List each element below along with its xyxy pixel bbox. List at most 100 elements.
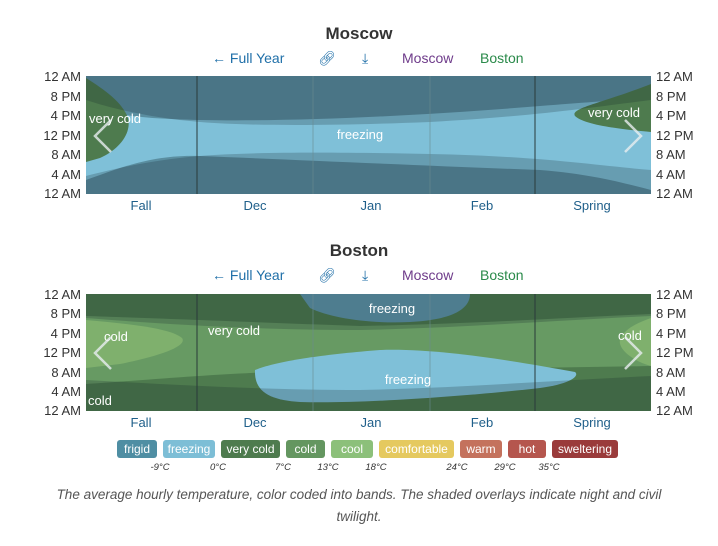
moscow-night-overlay-top	[86, 76, 651, 125]
legend-tick: 13°C	[317, 462, 339, 473]
legend-tick: 7°C	[275, 462, 291, 473]
boston-chart: 12 AM 8 PM 4 PM 12 PM 8 AM 4 AM 12 AM 12…	[43, 288, 694, 430]
moscow-xtick: Feb	[471, 198, 493, 213]
boston-annotation: freezing	[385, 372, 431, 387]
legend-tick: 24°C	[446, 462, 468, 473]
moscow-chart-title: Moscow	[325, 24, 393, 43]
download-icon[interactable]: ⤓	[362, 267, 369, 283]
moscow-ytick-right: 8 PM	[656, 89, 686, 104]
boston-night-overlay-bottom	[86, 376, 651, 411]
chevron-right-icon	[624, 336, 643, 370]
legend-tick: -9°C	[150, 462, 170, 473]
moscow-ytick: 4 AM	[51, 167, 81, 182]
moscow-link[interactable]: Moscow	[402, 50, 454, 66]
boston-ytick-right: 4 PM	[656, 326, 686, 341]
boston-chart-title: Boston	[329, 241, 389, 260]
legend-tick: 35°C	[538, 462, 560, 473]
legend-tick: 29°C	[494, 462, 516, 473]
moscow-y-ticks-left: 12 AM 8 PM 4 PM 12 PM 8 AM 4 AM 12 AM	[43, 70, 81, 201]
boston-annotation: freezing	[369, 301, 415, 316]
boston-annotation: cold	[104, 329, 128, 344]
boston-xtick: Spring	[573, 415, 611, 430]
boston-ytick: 8 PM	[51, 306, 81, 321]
legend-item-hot: hot	[508, 440, 546, 458]
moscow-ytick-right: 4 AM	[656, 167, 686, 182]
legend-item-sweltering: sweltering	[552, 440, 618, 458]
boston-ytick: 12 AM	[44, 403, 81, 418]
boston-band-freezing-top	[300, 294, 470, 323]
chevron-right-icon	[624, 119, 643, 153]
full-year-button[interactable]: ← Full Year	[212, 50, 285, 66]
legend-item-comfortable: comfortable	[379, 440, 454, 458]
moscow-band-very-cold-left	[86, 78, 129, 162]
boston-band-freezing-bottom	[254, 349, 577, 403]
boston-xtick: Feb	[471, 415, 493, 430]
moscow-annotation: very cold	[588, 105, 640, 120]
boston-ytick-right: 12 PM	[656, 345, 694, 360]
moscow-ytick: 8 AM	[51, 147, 81, 162]
legend-item-warm: warm	[460, 440, 502, 458]
moscow-x-ticks: Fall Dec Jan Feb Spring	[131, 198, 611, 213]
moscow-xtick: Jan	[361, 198, 382, 213]
arrow-left-icon: ←	[212, 50, 226, 66]
moscow-ytick: 12 PM	[43, 128, 81, 143]
boston-ytick: 4 AM	[51, 384, 81, 399]
moscow-ytick-right: 12 AM	[656, 186, 693, 201]
moscow-night-overlay-bottom	[86, 152, 651, 194]
legend-tick: 0°C	[210, 462, 226, 473]
boston-annotation: cold	[88, 393, 112, 408]
legend-item-cold: cold	[286, 440, 325, 458]
chevron-left-icon	[93, 119, 112, 153]
arrow-left-icon: ←	[212, 267, 226, 283]
boston-ytick: 12 AM	[44, 288, 81, 302]
boston-annotation: cold	[618, 328, 642, 343]
moscow-band-freezing	[86, 98, 651, 190]
boston-band-cool-right	[619, 318, 651, 366]
moscow-toolbar: ← Full Year 🔗︎ ⤓ Moscow Boston	[0, 50, 718, 70]
boston-link[interactable]: Boston	[480, 267, 524, 283]
moscow-chart: 12 AM 8 PM 4 PM 12 PM 8 AM 4 AM 12 AM 12…	[43, 70, 694, 213]
link-icon[interactable]: 🔗︎	[318, 267, 336, 283]
boston-night-overlay-top	[86, 294, 651, 330]
download-icon[interactable]: ⤓	[362, 50, 369, 66]
chart-caption: The average hourly temperature, color co…	[56, 487, 662, 524]
boston-annotation: very cold	[208, 323, 260, 338]
moscow-ytick: 12 AM	[44, 70, 81, 84]
moscow-ytick: 8 PM	[51, 89, 81, 104]
moscow-ytick-right: 4 PM	[656, 108, 686, 123]
moscow-annotation: very cold	[89, 111, 141, 126]
boston-xtick: Fall	[131, 415, 152, 430]
boston-x-ticks: Fall Dec Jan Feb Spring	[131, 415, 611, 430]
boston-ytick: 8 AM	[51, 365, 81, 380]
moscow-band-very-cold-right	[574, 78, 651, 132]
moscow-ytick-right: 12 PM	[656, 128, 694, 143]
moscow-link[interactable]: Moscow	[402, 267, 454, 283]
boston-link[interactable]: Boston	[480, 50, 524, 66]
legend-tick: 18°C	[365, 462, 387, 473]
boston-ytick-right: 4 AM	[656, 384, 686, 399]
moscow-annotation: freezing	[337, 127, 383, 142]
moscow-xtick: Dec	[243, 198, 267, 213]
temperature-legend: frigid freezing very cold cold cool comf…	[0, 440, 718, 480]
moscow-xtick: Fall	[131, 198, 152, 213]
moscow-ytick: 12 AM	[44, 186, 81, 201]
moscow-ytick: 4 PM	[51, 108, 81, 123]
moscow-ytick-right: 8 AM	[656, 147, 686, 162]
legend-item-very-cold: very cold	[221, 440, 280, 458]
link-icon[interactable]: 🔗︎	[318, 50, 336, 66]
chevron-left-icon	[93, 336, 112, 370]
full-year-button[interactable]: ← Full Year	[212, 267, 285, 283]
moscow-ytick-right: 12 AM	[656, 70, 693, 84]
legend-item-cool: cool	[331, 440, 373, 458]
boston-ytick-right: 12 AM	[656, 403, 693, 418]
boston-y-ticks-right: 12 AM 8 PM 4 PM 12 PM 8 AM 4 AM 12 AM	[656, 288, 694, 418]
boston-toolbar: ← Full Year 🔗︎ ⤓ Moscow Boston	[0, 267, 718, 287]
boston-ytick-right: 12 AM	[656, 288, 693, 302]
boston-y-ticks-left: 12 AM 8 PM 4 PM 12 PM 8 AM 4 AM 12 AM	[43, 288, 81, 418]
boston-xtick: Dec	[243, 415, 267, 430]
moscow-xtick: Spring	[573, 198, 611, 213]
legend-item-freezing: freezing	[163, 440, 215, 458]
boston-ytick-right: 8 AM	[656, 365, 686, 380]
legend-item-frigid: frigid	[117, 440, 157, 458]
boston-ytick: 12 PM	[43, 345, 81, 360]
